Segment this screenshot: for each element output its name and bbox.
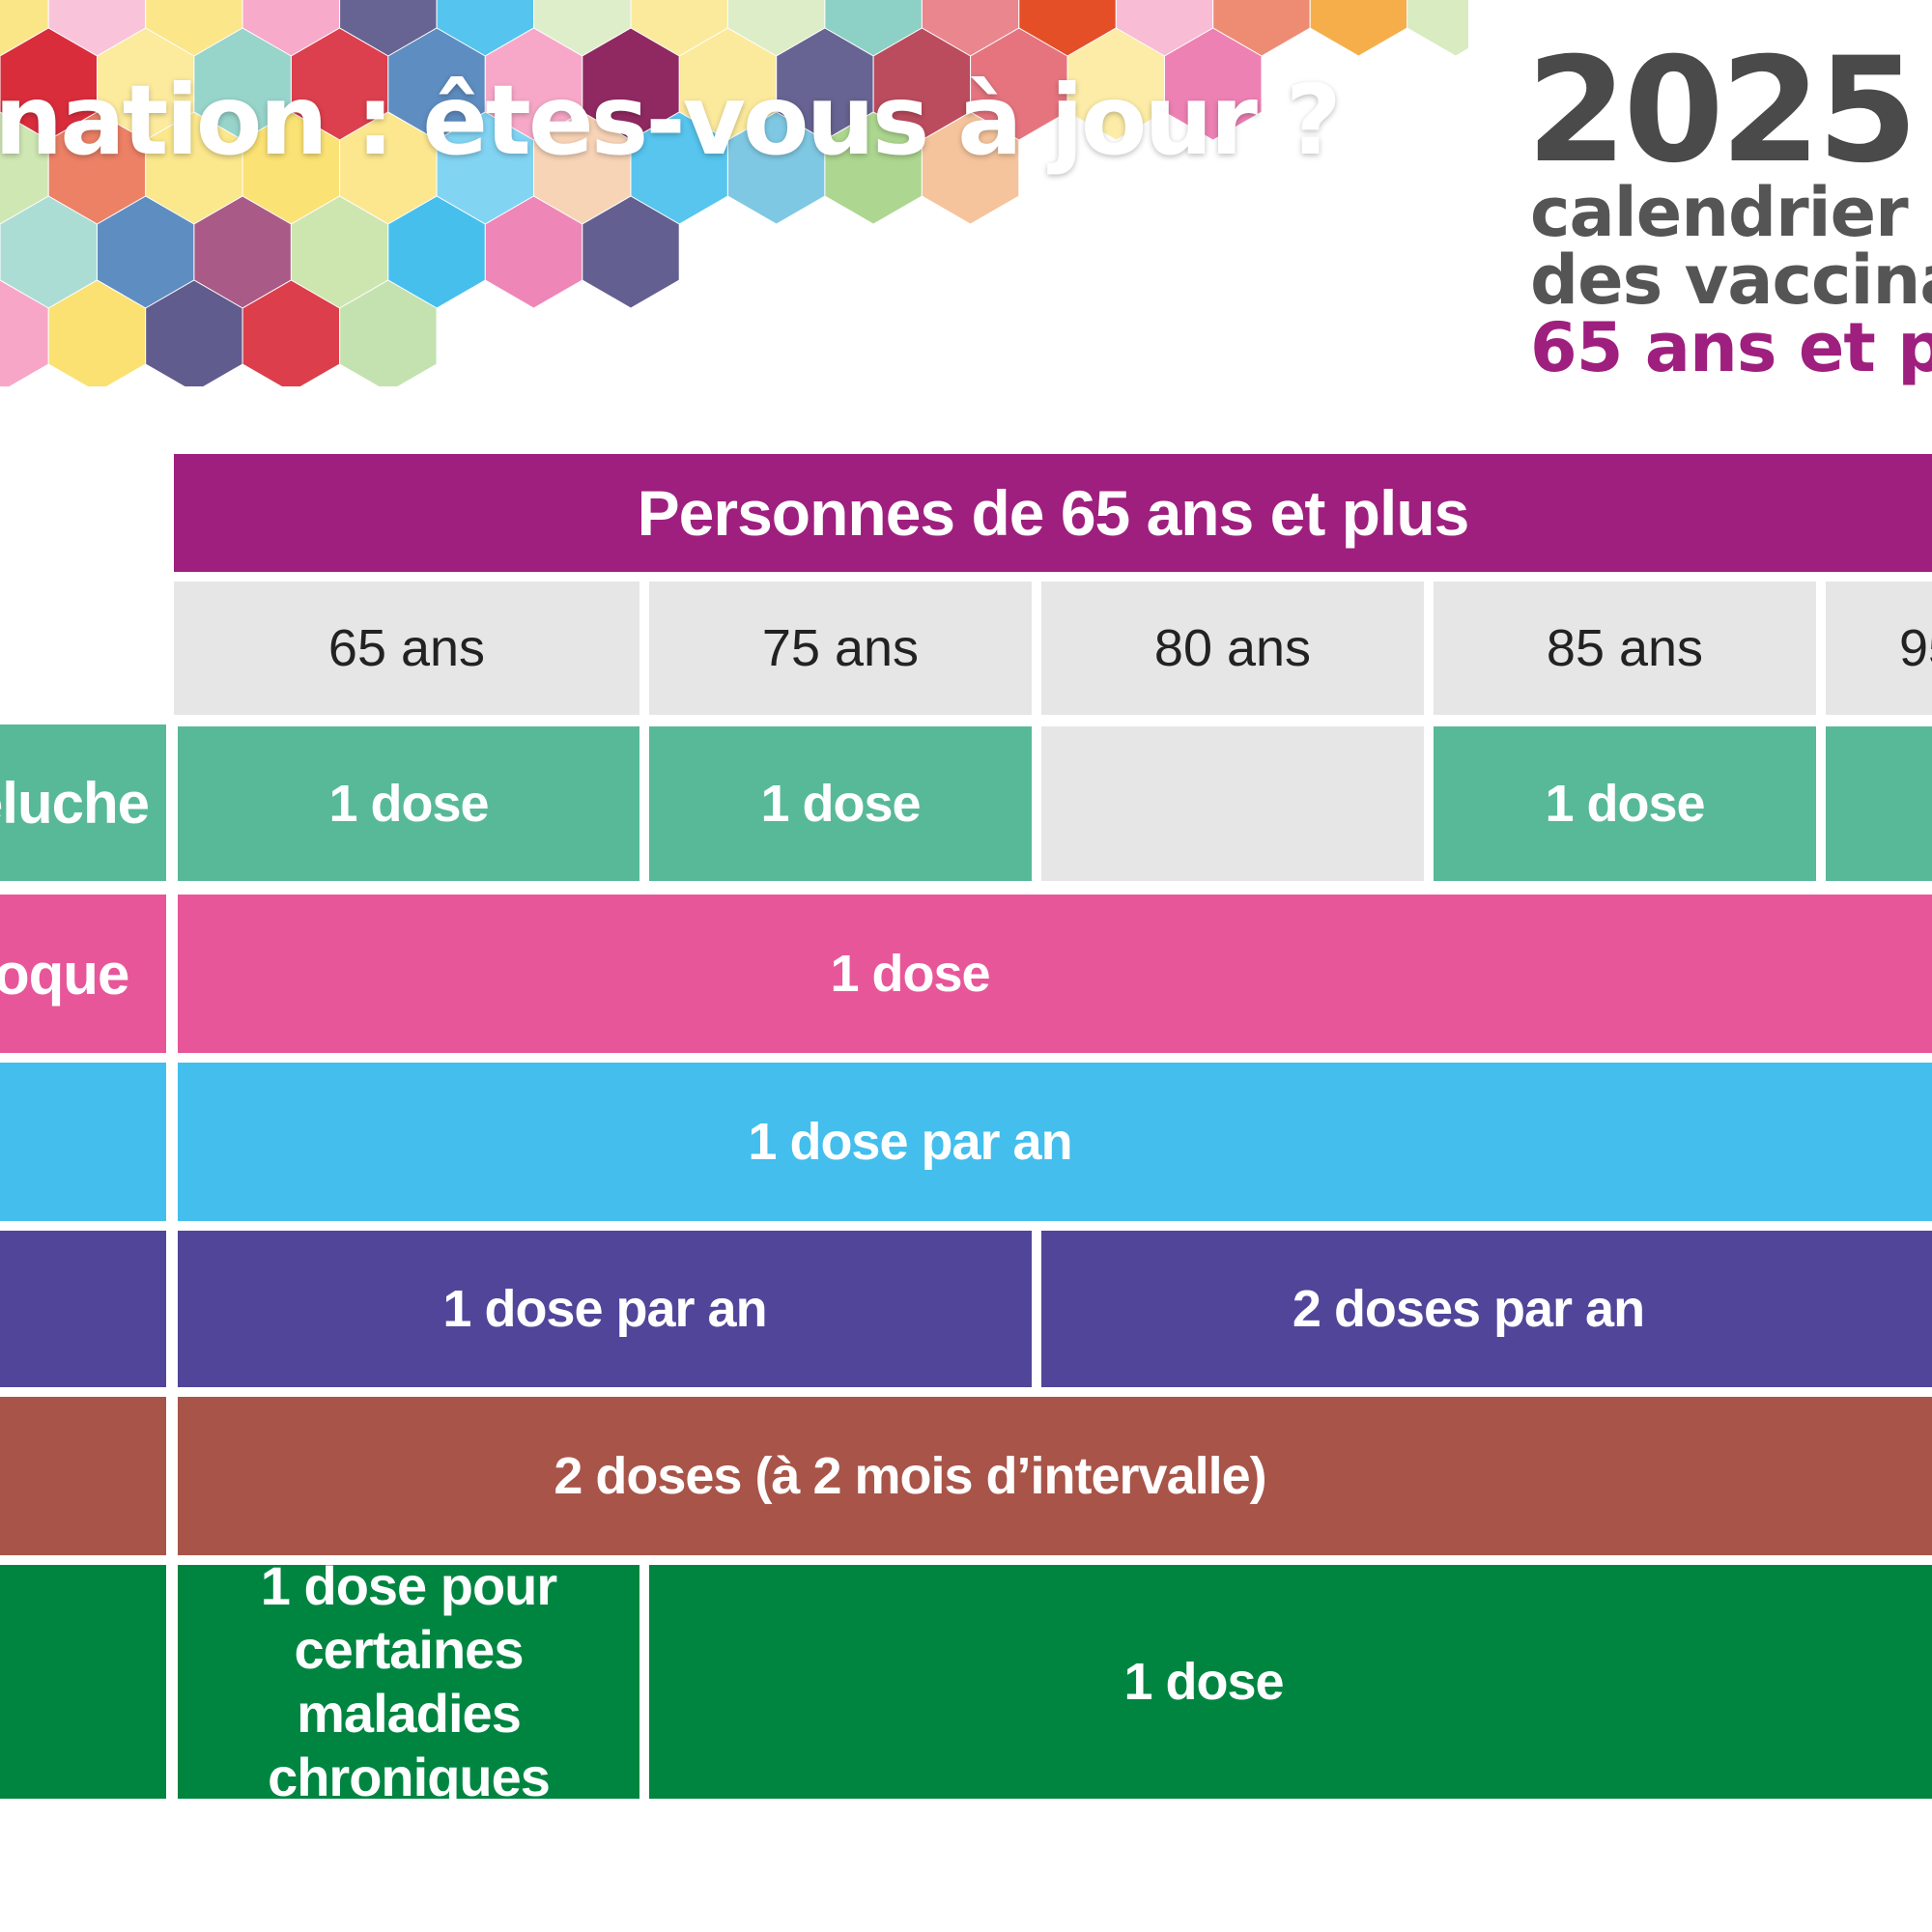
calendar-subtitle-line3: 65 ans et plu [1530, 308, 1932, 387]
row-label-pneumocoque: oque [0, 895, 166, 1053]
row6-line2: certaines maladies [294, 1619, 525, 1744]
mosaic-hexagon [1164, 27, 1263, 141]
age-header-75: 75 ans [649, 582, 1032, 715]
row1-cell-80-empty [1041, 726, 1424, 881]
age-header-95: 95 [1826, 582, 1932, 715]
row-label-5 [0, 1397, 166, 1555]
row1-cell-85: 1 dose [1434, 726, 1816, 881]
row6-cell-75-plus-text: 1 dose [1123, 1653, 1284, 1711]
row4-cell-80-plus-text: 2 doses par an [1292, 1280, 1645, 1338]
calendar-year: 2025 [1526, 27, 1918, 195]
banner-mosaic [0, 0, 1468, 386]
row3-cell-text: 1 dose par an [748, 1113, 1072, 1171]
calendar-subtitle-line1: calendrier s [1530, 173, 1932, 252]
row2-cell-text: 1 dose [830, 945, 990, 1003]
row5-cell-all: 2 doses (à 2 mois d’intervalle) [178, 1397, 1932, 1555]
row3-cell-all: 1 dose par an [178, 1063, 1932, 1221]
row5-cell-text: 2 doses (à 2 mois d’intervalle) [554, 1447, 1266, 1505]
row-label-pneumocoque-text: oque [0, 941, 129, 1007]
row6-cell-75-plus: 1 dose [649, 1565, 1932, 1799]
mosaic-hexagon [582, 195, 680, 309]
row-label-6 [0, 1565, 166, 1799]
row-label-4 [0, 1231, 166, 1387]
mosaic-hexagon [1406, 0, 1468, 57]
row4-cell-65-79: 1 dose par an [178, 1231, 1032, 1387]
row-label-coqueluche: eluche [0, 724, 166, 881]
row1-cell-65: 1 dose [178, 726, 639, 881]
row6-cell-65-chronic: 1 dose pour certaines maladies chronique… [178, 1555, 639, 1807]
calendar-subtitle-line2: des vaccinat [1530, 241, 1932, 320]
age-header-85: 85 ans [1434, 582, 1816, 715]
group-header: Personnes de 65 ans et plus [174, 454, 1932, 572]
row1-cell-95 [1826, 726, 1932, 881]
row6-line1: 1 dose pour [260, 1555, 557, 1616]
row2-cell-all: 1 dose [178, 895, 1932, 1053]
age-header-65: 65 ans [174, 582, 639, 715]
mosaic-hexagon [1309, 0, 1408, 57]
row-label-3 [0, 1063, 166, 1221]
age-header-95-label: 95 [1899, 619, 1932, 677]
row1-cell-75: 1 dose [649, 726, 1032, 881]
row4-cell-80-plus: 2 doses par an [1041, 1231, 1932, 1387]
age-header-80: 80 ans [1041, 582, 1424, 715]
mosaic-hexagon [339, 279, 438, 386]
mosaic-hexagon [921, 111, 1020, 225]
row6-line3: chroniques [268, 1747, 551, 1807]
row6-cell-65-text: 1 dose pour certaines maladies chronique… [187, 1554, 630, 1809]
banner-title: nation : êtes-vous à jour ? [0, 64, 1342, 177]
